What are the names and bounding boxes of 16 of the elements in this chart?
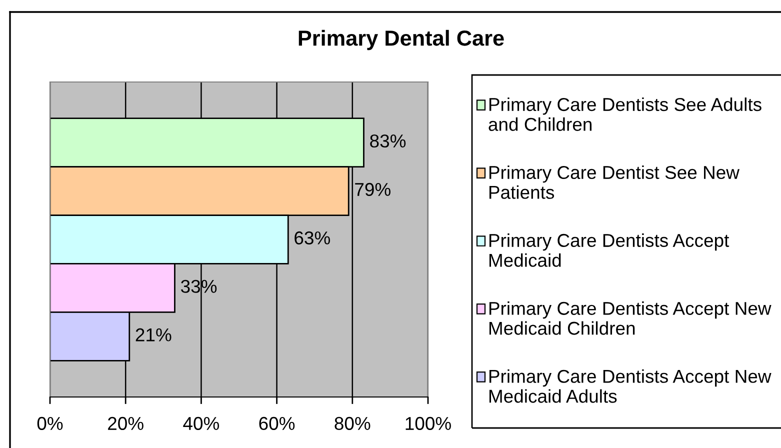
data-label: 63% xyxy=(294,231,330,244)
chart-title: Primary Dental Care xyxy=(298,30,504,50)
x-tick-label: 20% xyxy=(108,416,144,430)
legend-label: Primary Care Dentists Accept New Medicaid Adults xyxy=(489,369,772,403)
x-tick-label: 0% xyxy=(37,416,63,430)
x-tick-label: 40% xyxy=(183,416,220,430)
legend-label: Primary Care Dentists Accept Medicaid xyxy=(489,233,730,267)
data-label: 79% xyxy=(355,182,390,196)
x-tick-label: 60% xyxy=(259,416,295,430)
x-tick-label: 80% xyxy=(334,416,370,430)
data-label: 21% xyxy=(136,328,172,342)
data-label: 83% xyxy=(370,134,406,148)
legend-label: Primary Care Dentist See New Patients xyxy=(489,165,740,199)
legend-label: Primary Care Dentists See Adults and Children xyxy=(488,98,762,131)
x-tick-label: 100% xyxy=(406,416,451,430)
legend-label: Primary Care Dentists Accept New Medicaid Children xyxy=(489,301,772,335)
